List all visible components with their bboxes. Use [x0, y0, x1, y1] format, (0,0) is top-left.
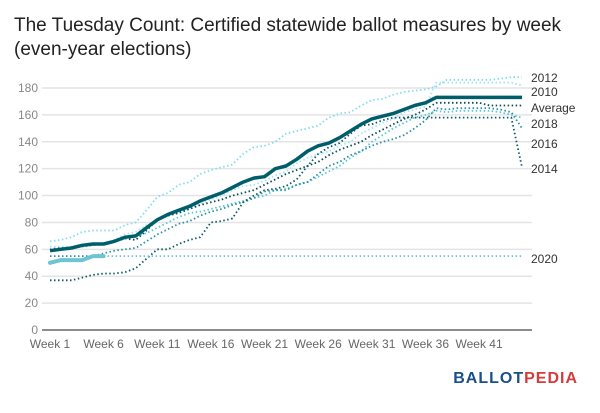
2018-series-line — [50, 109, 523, 251]
2020-series-line-solid — [48, 254, 106, 265]
x-tick-label: Week 31 — [348, 337, 395, 351]
2012-series-line — [49, 76, 522, 243]
main-series-line — [49, 95, 522, 253]
x-tick-label: Week 1 — [30, 337, 71, 351]
ballotpedia-logo: BALLOTPEDIA — [453, 370, 578, 387]
2014-series-line — [50, 116, 523, 282]
chart-title: The Tuesday Count: Certified statewide b… — [14, 15, 562, 60]
y-tick-label: 100 — [18, 189, 38, 203]
series-label-average: Average — [531, 101, 576, 115]
y-tick-label: 180 — [18, 81, 38, 95]
series-label-2020: 2020 — [531, 252, 558, 266]
series-label-2014: 2014 — [531, 162, 558, 176]
x-tick-label: Week 11 — [134, 337, 181, 351]
x-tick-label: Week 16 — [187, 337, 234, 351]
series-label-2012: 2012 — [531, 71, 558, 85]
y-tick-label: 20 — [25, 296, 39, 310]
2016-series-line — [50, 107, 523, 258]
2010-series-line — [50, 81, 523, 248]
y-tick-label: 120 — [18, 162, 38, 176]
series-label-2016: 2016 — [531, 137, 558, 151]
x-tick-label: Week 6 — [83, 337, 124, 351]
y-tick-label: 80 — [25, 215, 39, 229]
y-tick-label: 40 — [25, 269, 39, 283]
x-tick-label: Week 41 — [456, 337, 503, 351]
y-tick-label: 160 — [18, 108, 38, 122]
x-tick-label: Week 36 — [402, 337, 449, 351]
series-label-2010: 2010 — [531, 85, 558, 99]
x-tick-label: Week 21 — [241, 337, 288, 351]
series-label-2018: 2018 — [531, 117, 558, 131]
Average-series-line — [49, 101, 522, 251]
y-tick-label: 60 — [25, 242, 39, 256]
x-tick-label: Week 26 — [295, 337, 342, 351]
y-tick-label: 0 — [31, 323, 38, 337]
y-tick-label: 140 — [18, 135, 38, 149]
